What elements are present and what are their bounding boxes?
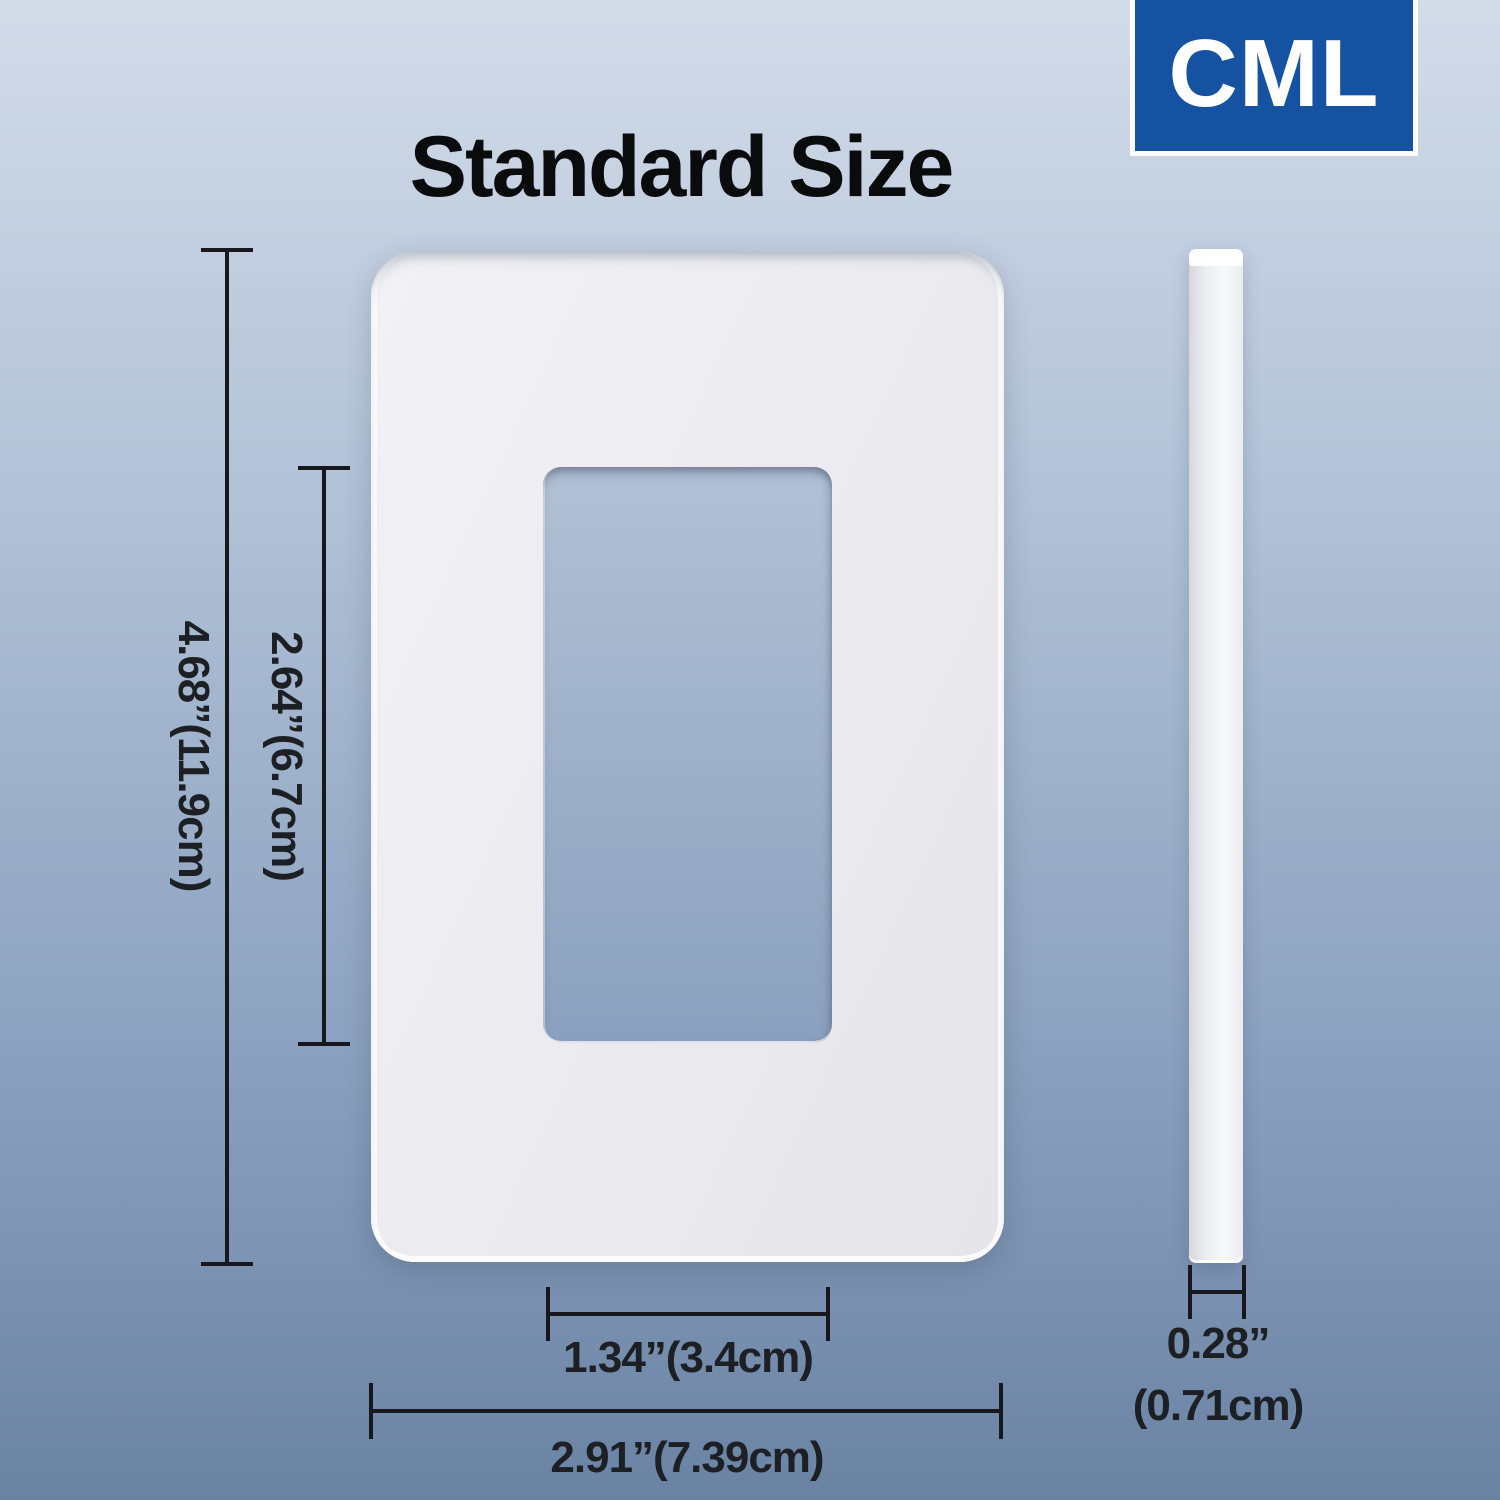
thickness-cm-label: (0.71cm) xyxy=(1132,1381,1305,1431)
dimension-end-cap xyxy=(826,1287,830,1341)
wall-plate-side-view xyxy=(1189,249,1243,1263)
dimension-line xyxy=(369,1409,1003,1413)
brand-logo-text: CML xyxy=(1168,19,1380,127)
thickness-label: 0.28” (0.71cm) xyxy=(1132,1313,1305,1438)
plate-height-label: 4.68”(11.9cm) xyxy=(169,620,218,892)
dimension-end-cap xyxy=(1188,1265,1192,1319)
plate-width-dimension-line xyxy=(369,1383,1003,1439)
dimension-end-cap xyxy=(1242,1265,1246,1319)
dimension-end-cap xyxy=(369,1383,373,1439)
diagram-title: Standard Size xyxy=(409,119,955,215)
dimension-end-cap xyxy=(201,1262,253,1266)
cutout-height-label: 2.64”(6.7cm) xyxy=(262,631,311,881)
dimension-line xyxy=(546,1312,830,1316)
cutout-height-dimension-line xyxy=(298,466,350,1046)
thickness-dimension-line xyxy=(1188,1265,1246,1319)
wall-plate-rocker-cutout xyxy=(543,467,832,1043)
dimension-end-cap xyxy=(999,1383,1003,1439)
dimension-end-cap xyxy=(546,1287,550,1341)
plate-width-label: 2.91”(7.39cm) xyxy=(550,1433,824,1482)
dimension-line xyxy=(1188,1290,1246,1294)
dimension-line xyxy=(225,248,229,1266)
dimension-line xyxy=(322,466,326,1046)
cutout-width-dimension-line xyxy=(546,1287,830,1341)
dimension-end-cap xyxy=(201,248,253,252)
thickness-inches-label: 0.28” xyxy=(1166,1319,1271,1368)
dimension-end-cap xyxy=(298,466,350,470)
wall-plate-front-view xyxy=(371,252,1004,1262)
dimension-end-cap xyxy=(298,1042,350,1046)
brand-logo: CML xyxy=(1130,0,1418,156)
plate-height-dimension-line xyxy=(201,248,253,1266)
cutout-width-label: 1.34”(3.4cm) xyxy=(563,1333,814,1382)
